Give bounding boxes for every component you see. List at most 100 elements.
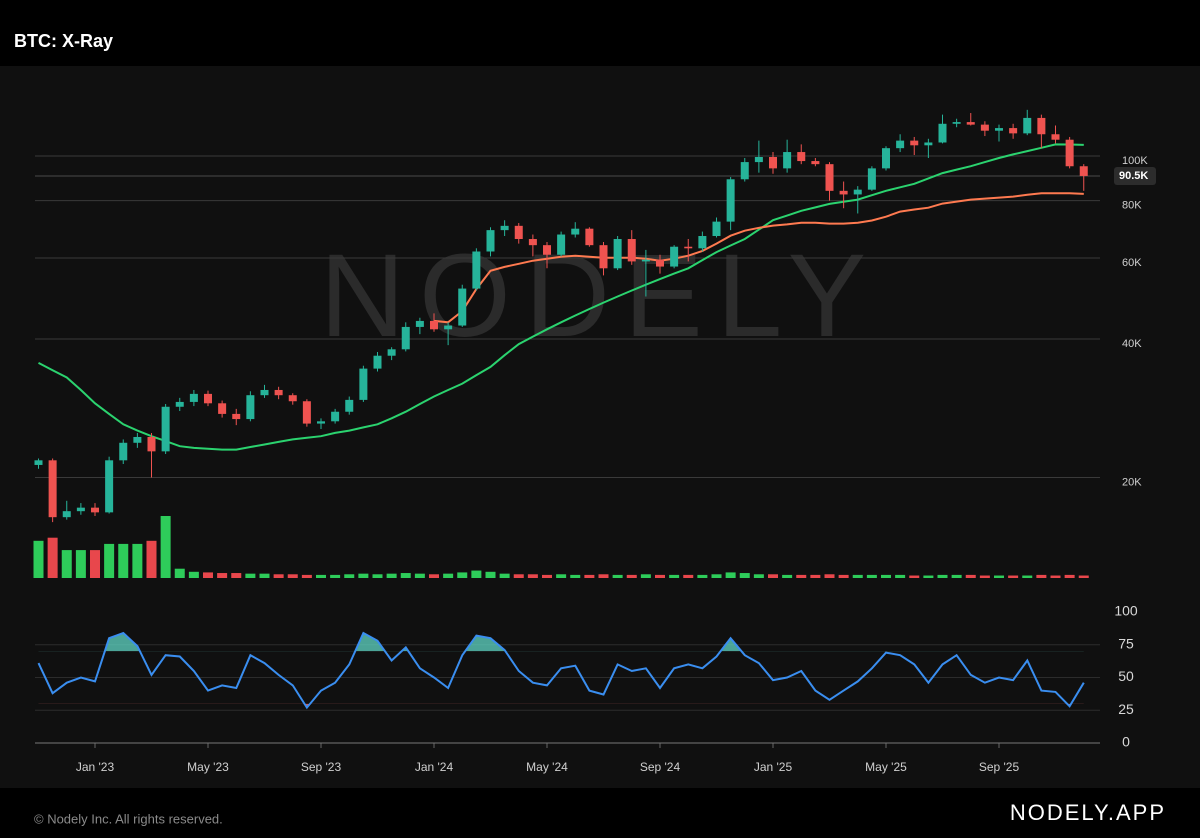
candle-body xyxy=(444,325,453,330)
candle-body xyxy=(740,162,749,180)
candle-body xyxy=(260,389,269,396)
chart-panel xyxy=(0,66,1200,788)
candle-body xyxy=(288,395,297,402)
volume-bar xyxy=(640,574,651,578)
volume-bar xyxy=(810,574,821,578)
x-tick-label: May '24 xyxy=(526,760,568,774)
volume-bar xyxy=(852,574,863,578)
candle-body xyxy=(218,403,227,414)
candle-body xyxy=(995,128,1003,131)
volume-bar xyxy=(259,573,270,578)
candle-body xyxy=(161,406,170,452)
candle-body xyxy=(232,413,241,420)
volume-bar xyxy=(838,574,849,578)
volume-bar xyxy=(414,573,425,578)
volume-bar xyxy=(782,574,793,578)
volume-bar xyxy=(47,537,58,578)
volume-bar xyxy=(881,574,891,578)
candle-body xyxy=(373,355,382,369)
volume-bar xyxy=(160,516,171,578)
candle-body xyxy=(359,368,368,400)
candle-body xyxy=(684,246,693,249)
candle-body xyxy=(698,236,707,249)
candle-body xyxy=(726,179,735,222)
candle-body xyxy=(896,140,905,149)
volume-bar xyxy=(457,572,468,578)
volume-bar xyxy=(132,543,143,578)
volume-bar xyxy=(330,574,341,578)
y-tick-label: 20K xyxy=(1122,476,1142,488)
volume-bar xyxy=(33,540,44,578)
volume-bar xyxy=(1078,575,1089,578)
volume-bar xyxy=(527,574,538,578)
volume-bar xyxy=(344,574,355,578)
candle-body xyxy=(48,460,57,518)
candle-body xyxy=(754,157,763,163)
rsi-line xyxy=(37,631,1085,710)
candle-body xyxy=(966,122,975,125)
volume-bar xyxy=(683,574,694,578)
candle-body xyxy=(656,259,664,267)
volume-bar xyxy=(556,574,567,578)
candle-body xyxy=(189,393,198,402)
volume-bar xyxy=(316,574,326,578)
x-tick-label: May '23 xyxy=(187,760,229,774)
candle-body xyxy=(472,251,481,289)
candle-body xyxy=(246,395,255,420)
volume-bar xyxy=(965,574,976,578)
volume-bar xyxy=(146,540,157,578)
candle-body xyxy=(783,152,792,169)
candle-body xyxy=(712,221,721,237)
y-tick-label: 50 xyxy=(1118,668,1134,684)
volume-bar xyxy=(429,574,439,578)
volume-bar xyxy=(400,573,411,578)
volume-bar xyxy=(75,550,86,578)
candle-body xyxy=(811,161,820,165)
volume-bar xyxy=(923,575,934,578)
volume-bar xyxy=(513,574,524,578)
volume-bar xyxy=(90,550,100,578)
candle-body xyxy=(458,288,467,326)
volume-bar xyxy=(358,573,369,578)
candle-body xyxy=(627,239,636,262)
candle-body xyxy=(797,152,806,162)
volume-bar xyxy=(895,574,906,578)
candle-body xyxy=(938,123,947,143)
volume-bar xyxy=(753,574,764,578)
volume-bar xyxy=(203,572,213,578)
candle-body xyxy=(415,320,424,327)
watermark: NODELY xyxy=(320,230,881,362)
volume-bar xyxy=(217,573,228,578)
volume-bar xyxy=(386,573,397,578)
volume-bar xyxy=(994,575,1004,578)
candle-body xyxy=(175,401,184,407)
volume-bar xyxy=(909,575,920,578)
candle-body xyxy=(91,507,99,513)
volume-bar xyxy=(118,543,129,578)
candle-body xyxy=(204,393,212,404)
candle-body xyxy=(528,239,537,246)
candle-body xyxy=(401,326,410,350)
volume-bar xyxy=(61,550,72,578)
moving-average-line xyxy=(433,192,1084,324)
candle-body xyxy=(430,320,438,330)
candle-body xyxy=(500,225,509,231)
volume-bar xyxy=(584,574,595,578)
candle-body xyxy=(599,245,608,269)
y-tick-label: 80K xyxy=(1122,199,1142,211)
volume-bar xyxy=(485,571,496,578)
candle-body xyxy=(571,228,580,235)
x-tick-label: Jan '25 xyxy=(754,760,793,774)
volume-bar xyxy=(570,574,581,578)
volume-bar xyxy=(245,573,256,578)
candle-body xyxy=(1065,139,1074,167)
x-tick-label: Jan '24 xyxy=(415,760,454,774)
volume-bar xyxy=(1050,575,1061,578)
candle-body xyxy=(980,124,989,131)
candle-body xyxy=(769,157,777,169)
volume-bar xyxy=(499,573,510,578)
volume-bar xyxy=(301,574,312,578)
candle-body xyxy=(924,142,933,146)
